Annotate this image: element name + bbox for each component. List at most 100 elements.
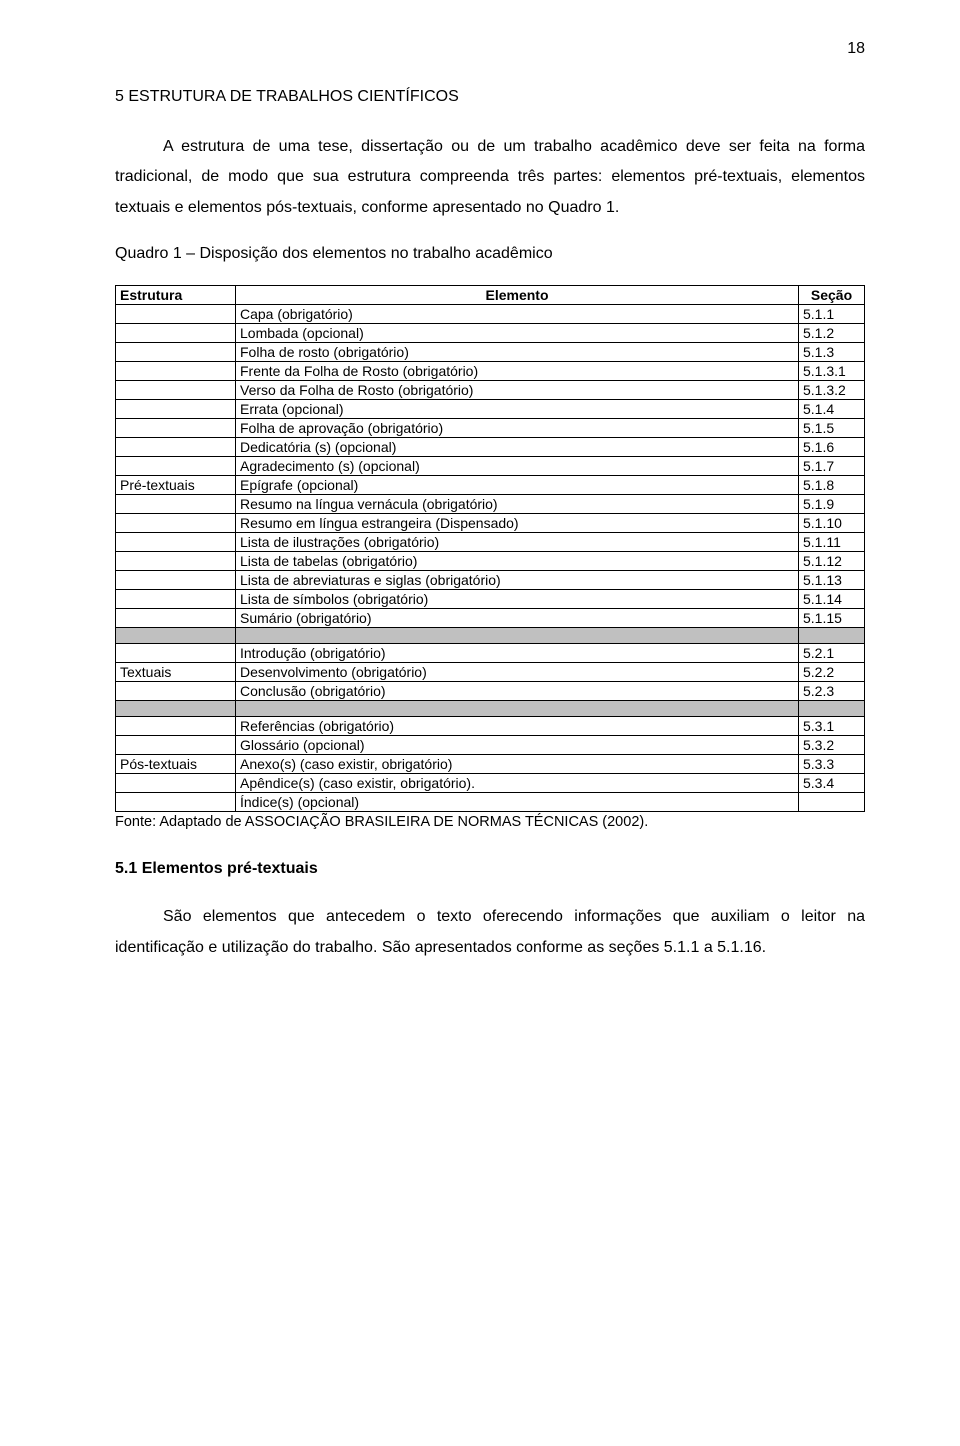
cell-elemento: Lista de símbolos (obrigatório) — [236, 590, 799, 609]
cell-estrutura — [116, 495, 236, 514]
cell-elemento: Folha de rosto (obrigatório) — [236, 343, 799, 362]
cell-estrutura — [116, 381, 236, 400]
cell-estrutura — [116, 324, 236, 343]
cell-estrutura — [116, 362, 236, 381]
separator-cell — [236, 701, 799, 717]
table-row: Resumo em língua estrangeira (Dispensado… — [116, 514, 865, 533]
cell-estrutura — [116, 590, 236, 609]
cell-elemento: Glossário (opcional) — [236, 736, 799, 755]
table-row — [116, 628, 865, 644]
cell-secao: 5.3.3 — [799, 755, 865, 774]
table-row — [116, 701, 865, 717]
cell-secao: 5.1.10 — [799, 514, 865, 533]
header-elemento: Elemento — [236, 286, 799, 305]
cell-estrutura — [116, 457, 236, 476]
cell-secao: 5.3.4 — [799, 774, 865, 793]
table-row: Apêndice(s) (caso existir, obrigatório).… — [116, 774, 865, 793]
cell-secao: 5.2.2 — [799, 663, 865, 682]
cell-elemento: Lista de abreviaturas e siglas (obrigató… — [236, 571, 799, 590]
cell-secao: 5.1.9 — [799, 495, 865, 514]
table-row: Verso da Folha de Rosto (obrigatório)5.1… — [116, 381, 865, 400]
cell-elemento: Referências (obrigatório) — [236, 717, 799, 736]
cell-elemento: Apêndice(s) (caso existir, obrigatório). — [236, 774, 799, 793]
cell-estrutura — [116, 305, 236, 324]
table-row: Frente da Folha de Rosto (obrigatório)5.… — [116, 362, 865, 381]
cell-estrutura — [116, 419, 236, 438]
cell-estrutura: Textuais — [116, 663, 236, 682]
cell-estrutura — [116, 533, 236, 552]
cell-elemento: Errata (opcional) — [236, 400, 799, 419]
table-row: Índice(s) (opcional) — [116, 793, 865, 812]
cell-elemento: Conclusão (obrigatório) — [236, 682, 799, 701]
page-number: 18 — [115, 40, 865, 58]
separator-cell — [116, 701, 236, 717]
cell-estrutura — [116, 514, 236, 533]
intro-paragraph: A estrutura de uma tese, dissertação ou … — [115, 132, 865, 223]
cell-elemento: Desenvolvimento (obrigatório) — [236, 663, 799, 682]
table-row: Lista de ilustrações (obrigatório)5.1.11 — [116, 533, 865, 552]
cell-estrutura — [116, 644, 236, 663]
cell-elemento: Folha de aprovação (obrigatório) — [236, 419, 799, 438]
cell-secao: 5.1.3.2 — [799, 381, 865, 400]
table-row: Folha de rosto (obrigatório)5.1.3 — [116, 343, 865, 362]
table-row: Lombada (opcional)5.1.2 — [116, 324, 865, 343]
table-row: Dedicatória (s) (opcional)5.1.6 — [116, 438, 865, 457]
table-row: TextuaisDesenvolvimento (obrigatório)5.2… — [116, 663, 865, 682]
cell-secao: 5.1.12 — [799, 552, 865, 571]
cell-secao: 5.1.5 — [799, 419, 865, 438]
cell-estrutura — [116, 400, 236, 419]
table-row: Pré-textuaisEpígrafe (opcional)5.1.8 — [116, 476, 865, 495]
table-row: Glossário (opcional)5.3.2 — [116, 736, 865, 755]
cell-secao: 5.1.8 — [799, 476, 865, 495]
cell-elemento: Anexo(s) (caso existir, obrigatório) — [236, 755, 799, 774]
table-row: Lista de abreviaturas e siglas (obrigató… — [116, 571, 865, 590]
cell-secao: 5.1.6 — [799, 438, 865, 457]
cell-estrutura — [116, 682, 236, 701]
table-header-row: Estrutura Elemento Seção — [116, 286, 865, 305]
cell-elemento: Introdução (obrigatório) — [236, 644, 799, 663]
table-row: Conclusão (obrigatório)5.2.3 — [116, 682, 865, 701]
cell-elemento: Agradecimento (s) (opcional) — [236, 457, 799, 476]
cell-secao: 5.1.2 — [799, 324, 865, 343]
cell-secao: 5.3.2 — [799, 736, 865, 755]
separator-cell — [236, 628, 799, 644]
section-title: 5 ESTRUTURA DE TRABALHOS CIENTÍFICOS — [115, 88, 865, 106]
cell-elemento: Verso da Folha de Rosto (obrigatório) — [236, 381, 799, 400]
cell-secao: 5.1.3 — [799, 343, 865, 362]
subsection-title: 5.1 Elementos pré-textuais — [115, 860, 865, 878]
table-row: Folha de aprovação (obrigatório)5.1.5 — [116, 419, 865, 438]
table-row: Capa (obrigatório)5.1.1 — [116, 305, 865, 324]
cell-elemento: Resumo na língua vernácula (obrigatório) — [236, 495, 799, 514]
cell-elemento: Sumário (obrigatório) — [236, 609, 799, 628]
cell-secao: 5.1.13 — [799, 571, 865, 590]
quadro-caption: Quadro 1 – Disposição dos elementos no t… — [115, 245, 865, 263]
cell-secao: 5.1.15 — [799, 609, 865, 628]
cell-secao: 5.1.4 — [799, 400, 865, 419]
cell-elemento: Índice(s) (opcional) — [236, 793, 799, 812]
subsection-paragraph: São elementos que antecedem o texto ofer… — [115, 902, 865, 963]
cell-secao: 5.2.1 — [799, 644, 865, 663]
table-row: Pós-textuaisAnexo(s) (caso existir, obri… — [116, 755, 865, 774]
cell-elemento: Capa (obrigatório) — [236, 305, 799, 324]
table-row: Sumário (obrigatório)5.1.15 — [116, 609, 865, 628]
cell-secao: 5.1.14 — [799, 590, 865, 609]
elements-table: Estrutura Elemento Seção Capa (obrigatór… — [115, 285, 865, 812]
cell-secao — [799, 793, 865, 812]
header-secao: Seção — [799, 286, 865, 305]
table-row: Agradecimento (s) (opcional)5.1.7 — [116, 457, 865, 476]
cell-elemento: Resumo em língua estrangeira (Dispensado… — [236, 514, 799, 533]
cell-secao: 5.1.1 — [799, 305, 865, 324]
cell-estrutura — [116, 736, 236, 755]
cell-estrutura: Pós-textuais — [116, 755, 236, 774]
separator-cell — [116, 628, 236, 644]
table-row: Referências (obrigatório)5.3.1 — [116, 717, 865, 736]
cell-estrutura — [116, 552, 236, 571]
cell-secao: 5.1.11 — [799, 533, 865, 552]
table-row: Lista de símbolos (obrigatório)5.1.14 — [116, 590, 865, 609]
cell-elemento: Lista de tabelas (obrigatório) — [236, 552, 799, 571]
cell-elemento: Lista de ilustrações (obrigatório) — [236, 533, 799, 552]
cell-estrutura — [116, 571, 236, 590]
fonte-text: Fonte: Adaptado de ASSOCIAÇÃO BRASILEIRA… — [115, 814, 865, 830]
cell-elemento: Frente da Folha de Rosto (obrigatório) — [236, 362, 799, 381]
table-row: Errata (opcional)5.1.4 — [116, 400, 865, 419]
